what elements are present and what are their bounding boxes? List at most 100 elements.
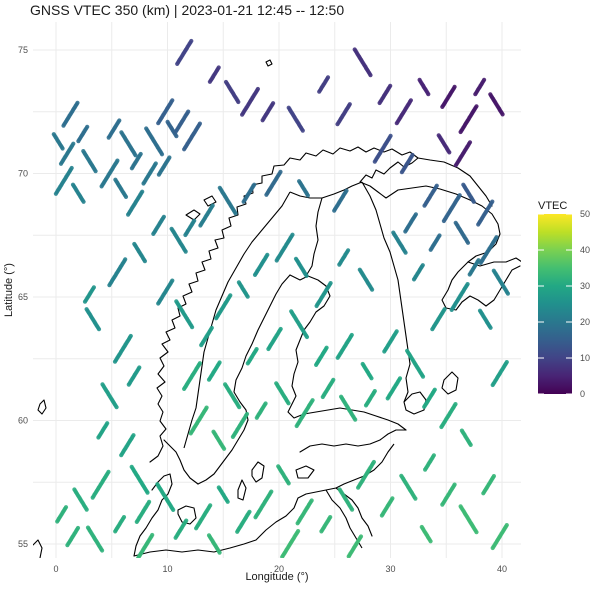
vtec-track: [458, 104, 479, 135]
vtec-track: [339, 394, 358, 422]
vtec-point: [70, 182, 76, 187]
vtec-track: [235, 509, 252, 534]
vtec-point: [337, 487, 342, 492]
vtec-track: [76, 124, 90, 144]
coastline-gulf-bothnia: [287, 274, 407, 431]
vtec-point: [347, 102, 352, 107]
vtec-track: [399, 152, 415, 175]
vtec-track: [173, 109, 191, 134]
vtec-point: [113, 177, 118, 182]
vtec-point: [344, 188, 349, 193]
vtec-track: [491, 268, 510, 296]
colorbar-legend: VTEC 0 10 20 30 40 50: [538, 200, 590, 399]
vtec-track: [488, 92, 505, 117]
vtec-point: [51, 132, 56, 137]
colorbar-tick-label: 40: [580, 245, 590, 255]
vtec-point: [192, 218, 197, 223]
vtec-point: [269, 489, 274, 494]
vtec-tracks: [51, 38, 510, 558]
vtec-point: [494, 235, 499, 240]
legend-title: VTEC: [538, 200, 567, 212]
vtec-point: [325, 75, 331, 80]
vtec-point: [324, 345, 329, 350]
vtec-point: [206, 533, 212, 538]
vtec-track: [144, 126, 165, 157]
vtec-point: [420, 263, 425, 268]
vtec-point: [75, 525, 81, 531]
vtec-track: [332, 188, 349, 213]
vtec-point: [265, 252, 270, 257]
vtec-track: [198, 203, 215, 228]
vtec-track: [106, 118, 122, 140]
vtec-point: [223, 79, 229, 85]
vtec-point: [491, 268, 496, 273]
vtec-point: [346, 248, 351, 253]
vtec-track: [467, 258, 481, 277]
vtec-track: [85, 525, 105, 553]
vtec-point: [432, 387, 437, 392]
vtec-point: [84, 307, 89, 312]
vtec-track: [81, 149, 98, 174]
vtec-point: [458, 504, 463, 509]
vtec-track: [245, 347, 259, 366]
vtec-point: [357, 267, 362, 272]
vtec-point: [372, 389, 377, 394]
vtec-track: [458, 504, 479, 535]
vtec-point: [129, 464, 134, 469]
vtec-point: [286, 105, 291, 110]
vtec-track: [126, 189, 145, 217]
vtec-track: [478, 235, 499, 265]
vtec-track: [382, 329, 399, 354]
vtec-point: [128, 333, 133, 339]
vtec-point: [293, 256, 299, 261]
vtec-point: [476, 258, 481, 263]
vtec-track: [129, 464, 150, 495]
vtec-track: [289, 309, 310, 340]
gridlines: [33, 22, 521, 558]
vtec-track: [379, 496, 395, 518]
vtec-track: [151, 214, 166, 236]
vtec-point: [210, 203, 215, 208]
colorbar: [538, 214, 572, 394]
y-tick-label: 55: [18, 539, 28, 549]
vtec-track: [423, 453, 436, 472]
vtec-track: [119, 433, 136, 458]
vtec-point: [147, 499, 152, 504]
vtec-point: [452, 482, 457, 487]
vtec-track: [449, 282, 470, 312]
vtec-track: [90, 469, 111, 500]
vtec-track: [58, 141, 76, 166]
vtec-track: [188, 405, 209, 436]
vtec-point: [413, 212, 418, 217]
vtec-point: [271, 101, 276, 106]
vtec-track: [399, 473, 418, 501]
vtec-track: [439, 402, 458, 430]
vtec-point: [417, 77, 422, 82]
vtec-point: [131, 433, 136, 438]
border-finland-russia: [361, 181, 411, 403]
coastline-estonia: [299, 429, 407, 453]
vtec-track: [481, 474, 496, 496]
vtec-point: [216, 485, 221, 490]
vtec-track: [405, 348, 426, 379]
y-tick-label: 75: [18, 45, 28, 55]
vtec-point: [123, 257, 128, 262]
vtec-track: [436, 133, 452, 155]
colorbar-ticks: 0 10 20 30 40 50: [538, 209, 590, 399]
vtec-point: [137, 365, 142, 370]
x-tick-label: 40: [497, 564, 507, 574]
vtec-point: [254, 347, 259, 352]
vtec-point: [170, 98, 175, 103]
vtec-track: [216, 485, 230, 504]
vtec-track: [72, 487, 89, 512]
vtec-point: [457, 193, 462, 198]
vtec-track: [241, 182, 257, 204]
vtec-track: [253, 489, 274, 520]
vtec-track: [459, 428, 473, 447]
vtec-track: [223, 79, 241, 105]
vtec-track: [141, 161, 158, 186]
vtec-track: [320, 377, 336, 400]
vtec-track: [440, 84, 457, 109]
vtec-point: [63, 505, 69, 510]
vtec-point: [216, 65, 221, 70]
